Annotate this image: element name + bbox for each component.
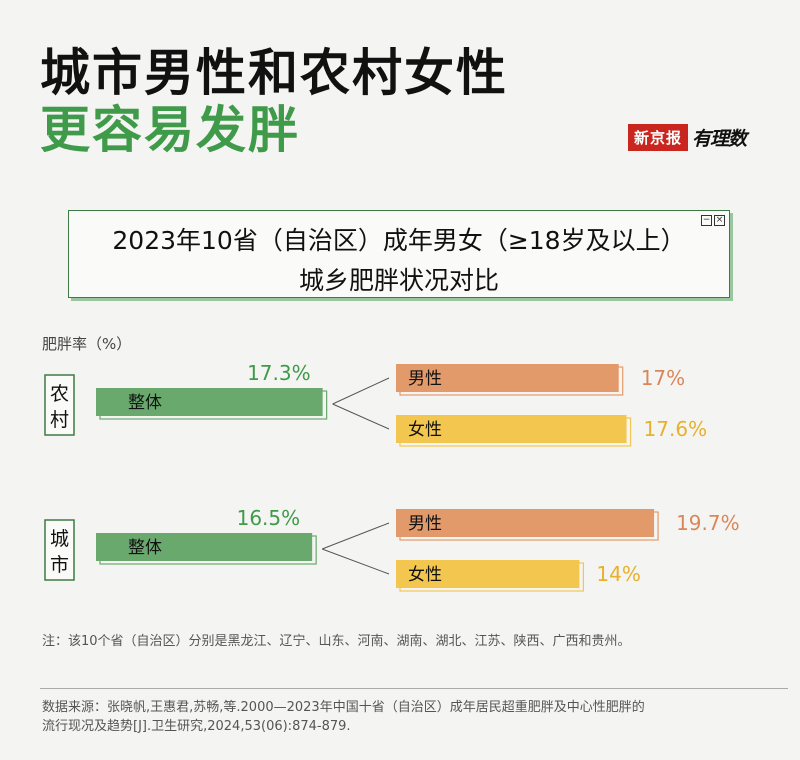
minimize-icon: − bbox=[701, 215, 712, 226]
male-value-label: 19.7% bbox=[676, 511, 740, 535]
connector-line-male bbox=[332, 377, 390, 405]
group-label-char1: 农 bbox=[50, 383, 69, 405]
unit-label: 肥胖率（%） bbox=[42, 335, 132, 353]
group-label-box bbox=[44, 374, 75, 436]
brand-logo: 新京报 有理数 bbox=[628, 122, 747, 152]
source-line2: 流行现况及趋势[J].卫生研究,2024,53(06):874-879. bbox=[42, 719, 351, 734]
male-bar bbox=[396, 364, 619, 392]
female-bar bbox=[396, 560, 580, 588]
female-value-label: 14% bbox=[596, 562, 640, 586]
female-bar bbox=[396, 415, 627, 443]
group-label-box bbox=[44, 519, 75, 581]
overall-bar bbox=[96, 533, 313, 561]
connector-line-female bbox=[332, 403, 390, 430]
source-line1: 数据来源：张晓帆,王惠君,苏畅,等.2000—2023年中国十省（自治区）成年居… bbox=[42, 700, 645, 715]
female-bar-label: 女性 bbox=[408, 565, 442, 585]
male-value-label: 17% bbox=[641, 366, 685, 390]
overall-value-label: 17.3% bbox=[247, 361, 311, 385]
connector-line-female bbox=[321, 548, 390, 575]
logo-box-text: 新京报 bbox=[628, 123, 689, 151]
overall-bar-label: 整体 bbox=[128, 393, 162, 413]
overall-bar bbox=[96, 388, 323, 416]
group-label-char1: 城 bbox=[50, 528, 69, 550]
close-icon: × bbox=[714, 215, 725, 226]
chart-title-line1: 城市男性和农村女性 bbox=[40, 44, 508, 102]
window-icons: − × bbox=[701, 215, 725, 226]
data-source: 数据来源：张晓帆,王惠君,苏畅,等.2000—2023年中国十省（自治区）成年居… bbox=[42, 698, 645, 736]
overall-value-label: 16.5% bbox=[237, 506, 301, 530]
male-bar-label: 男性 bbox=[408, 514, 442, 534]
group-label-char2: 市 bbox=[50, 554, 69, 576]
overall-bar-label: 整体 bbox=[128, 538, 162, 558]
female-value-label: 17.6% bbox=[644, 417, 708, 441]
footnote: 注：该10个省（自治区）分别是黑龙江、辽宁、山东、河南、湖南、湖北、江苏、陕西、… bbox=[42, 634, 631, 649]
divider bbox=[40, 688, 788, 689]
subtitle-line2: 城乡肥胖状况对比 bbox=[298, 266, 499, 295]
male-bar bbox=[396, 509, 655, 537]
connector-line-male bbox=[321, 522, 390, 550]
subtitle-line1: 2023年10省（自治区）成年男女（≥18岁及以上） bbox=[112, 226, 686, 255]
group-label-char2: 村 bbox=[50, 409, 69, 431]
subtitle-box: − × 2023年10省（自治区）成年男女（≥18岁及以上） 城乡肥胖状况对比 bbox=[68, 210, 730, 298]
female-bar-label: 女性 bbox=[408, 420, 442, 440]
chart-title-line2: 更容易发胖 bbox=[40, 101, 300, 159]
logo-script-text: 有理数 bbox=[692, 127, 747, 150]
male-bar-label: 男性 bbox=[408, 369, 442, 389]
